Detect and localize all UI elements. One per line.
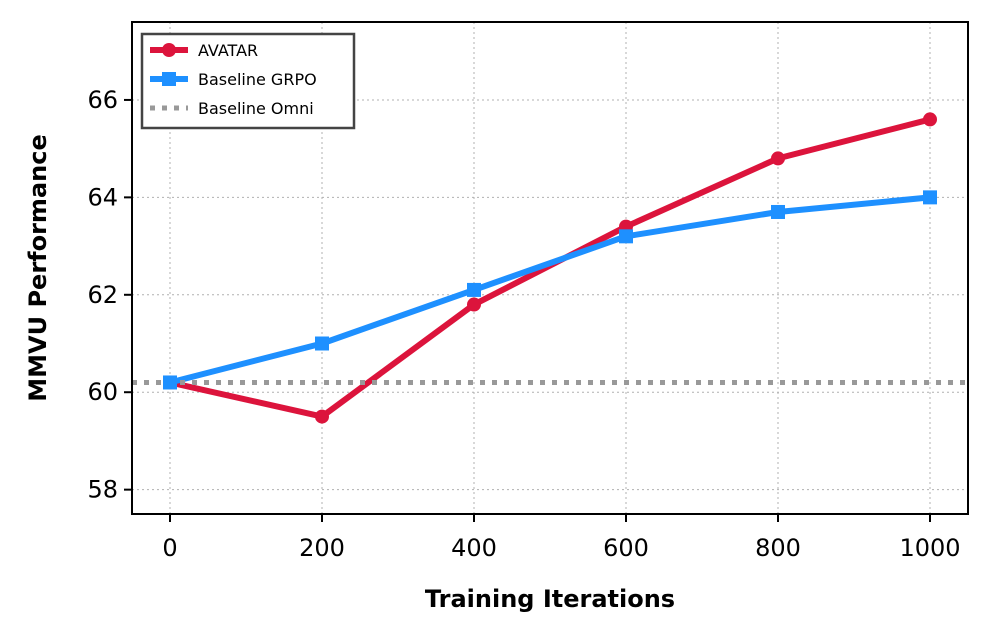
legend: AVATAR Baseline GRPO Baseline Omni — [140, 32, 356, 130]
baseline-grpo-point — [619, 229, 633, 244]
baseline-grpo-point — [315, 336, 329, 351]
avatar-point — [923, 112, 937, 127]
y-tick-label: 64 — [87, 183, 118, 211]
baseline-grpo-point — [163, 375, 177, 390]
baseline-grpo-line — [167, 194, 933, 386]
y-tick-label: 62 — [87, 281, 118, 309]
y-tick-label: 66 — [87, 86, 118, 114]
y-axis-title: MMVU Performance — [24, 134, 52, 401]
legend-marker-avatar — [162, 43, 176, 57]
legend-label-avatar: AVATAR — [198, 41, 258, 60]
x-tick-label: 400 — [451, 534, 497, 562]
x-tick-label: 0 — [162, 534, 177, 562]
x-tick-label: 1000 — [899, 534, 960, 562]
series-markers — [163, 112, 937, 424]
avatar-point — [771, 151, 785, 166]
baseline-grpo-point — [467, 282, 481, 297]
legend-marker-baseline-grpo — [162, 72, 176, 86]
avatar-point — [315, 409, 329, 424]
grid-lines — [132, 22, 968, 514]
legend-label-baseline-omni: Baseline Omni — [198, 99, 314, 118]
x-tick-label: 800 — [755, 534, 801, 562]
axis-ticks: 0 200 400 600 800 1000 58 60 62 64 66 — [87, 86, 960, 562]
x-axis-title: Training Iterations — [425, 585, 675, 613]
legend-label-baseline-grpo: Baseline GRPO — [198, 70, 317, 89]
avatar-point — [467, 297, 481, 312]
plot-frame — [131, 21, 969, 515]
baseline-grpo-point — [923, 190, 937, 205]
y-tick-label: 58 — [87, 476, 118, 504]
avatar-line — [167, 116, 933, 420]
x-tick-label: 600 — [603, 534, 649, 562]
x-tick-label: 200 — [299, 534, 345, 562]
series-lines — [132, 116, 968, 420]
baseline-grpo-point — [771, 204, 785, 219]
y-tick-label: 60 — [87, 378, 118, 406]
